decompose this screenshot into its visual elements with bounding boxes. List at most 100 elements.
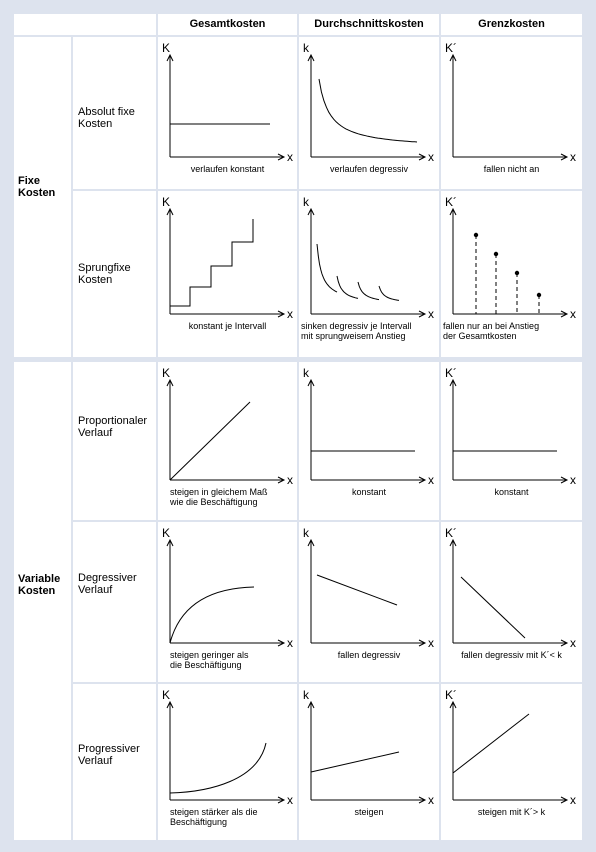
chart-cell-r3-c3 <box>441 362 582 520</box>
row-label-progressive: Progressiver Verlauf <box>78 743 140 767</box>
caption-line-2-r3-total: wie die Beschäftigung <box>170 497 258 507</box>
x-axis-arrow-r1-average <box>418 153 427 161</box>
row-label-cell-5 <box>73 684 156 840</box>
caption-line-1-r3-marginal: konstant <box>494 487 529 497</box>
caption-r5-average: steigen <box>299 807 439 817</box>
header-cell-2 <box>299 14 439 35</box>
row-label-progressive-line2: Verlauf <box>78 755 113 767</box>
x-axis-label-r4-total: x <box>287 636 293 650</box>
y-axis-label-r4-marginal: K´ <box>445 526 457 540</box>
x-axis-arrow-r3-total <box>277 476 286 484</box>
cost-curve-r4-total <box>169 586 255 644</box>
row-label-step-fixed-line2: Kosten <box>78 274 113 286</box>
caption-r2-average: sinken degressiv je Intervall mit sprungw… <box>301 321 412 341</box>
group-label-fixed-costs-line2: Kosten <box>18 187 56 199</box>
x-axis-label-r5-marginal: x <box>570 793 576 807</box>
y-axis-arrow-r4-average <box>307 538 315 547</box>
y-axis-label-r1-marginal: K´ <box>445 41 457 55</box>
caption-line-1-r3-total: steigen in gleichem Maß <box>170 487 268 497</box>
caption-line-1-r1-average: verlaufen degressiv <box>329 164 409 174</box>
y-axis-label-r2-marginal: K´ <box>445 195 457 209</box>
x-axis-arrow-r2-total <box>277 310 286 318</box>
x-axis-label-r3-marginal: x <box>570 473 576 487</box>
header-cell-1 <box>158 14 297 35</box>
caption-r1-marginal: fallen nicht an <box>441 164 582 174</box>
y-axis-label-r1-total: K <box>162 41 171 55</box>
x-axis-label-r1-average: x <box>428 150 434 164</box>
caption-line-1-r4-average: fallen degressiv <box>337 650 401 660</box>
chart-cell-r2-c3 <box>441 191 582 357</box>
x-axis-label-r3-average: x <box>428 473 434 487</box>
y-axis-label-r3-marginal: K´ <box>445 366 457 380</box>
caption-line-2-r2-average: mit sprungweisem Anstieg <box>301 331 406 341</box>
row-label-progressive-line1: Progressiver <box>78 743 140 755</box>
cost-curve-r2-total <box>170 219 254 307</box>
x-axis-arrow-r3-average <box>418 476 427 484</box>
y-axis-arrow-r2-average <box>307 207 315 216</box>
chart-cell-r3-c2 <box>299 362 439 520</box>
caption-line-1-r4-total: steigen geringer als <box>170 650 249 660</box>
x-axis-label-r2-average: x <box>428 307 434 321</box>
caption-r5-total: steigen stärker als die Beschäftigung <box>170 807 258 827</box>
y-axis-label-r4-total: K <box>162 526 171 540</box>
caption-r3-total: steigen in gleichem Maß wie die Beschäfti… <box>170 487 268 507</box>
y-axis-label-r1-average: k <box>303 41 309 55</box>
row-label-absolute-fixed-line2: Kosten <box>78 118 113 130</box>
row-label-absolute-fixed-line1: Absolut fixe <box>78 106 135 118</box>
caption-line-1-r5-total: steigen stärker als die <box>170 807 258 817</box>
row-label-cell-1 <box>73 37 156 189</box>
x-axis-arrow-r5-marginal <box>560 796 569 804</box>
x-axis-label-r1-marginal: x <box>570 150 576 164</box>
caption-line-2-r2-marginal: der Gesamtkosten <box>443 331 517 341</box>
y-axis-label-r3-total: K <box>162 366 171 380</box>
chart-cell-r1-c3 <box>441 37 582 189</box>
group-label-variable-costs-line1: Variable <box>18 573 61 585</box>
y-axis-label-r5-average: k <box>303 688 309 702</box>
y-axis-arrow-r1-average <box>307 53 315 62</box>
x-axis-arrow-r3-marginal <box>560 476 569 484</box>
jump-point-3 <box>514 270 520 276</box>
y-axis-label-r2-total: K <box>162 195 171 209</box>
y-axis-arrow-r5-average <box>307 700 315 709</box>
caption-r4-total: steigen geringer als die Beschäftigung <box>170 650 249 670</box>
x-axis-arrow-r5-total <box>277 796 286 804</box>
column-header-marginal-costs: Grenzkosten <box>478 18 545 30</box>
row-label-degressive: Degressiver Verlauf <box>78 572 137 596</box>
caption-line-1-r1-marginal: fallen nicht an <box>483 164 540 174</box>
x-axis-label-r4-average: x <box>428 636 434 650</box>
cost-curve-r5-average <box>310 751 400 773</box>
caption-r2-marginal: fallen nur an bei Anstieg der Gesamtkoste… <box>443 321 539 341</box>
caption-r1-average: verlaufen degressiv <box>299 164 439 174</box>
y-axis-arrow-r5-marginal <box>449 700 457 709</box>
y-axis-arrow-r3-total <box>166 378 174 387</box>
cost-curve-r4-average <box>316 574 398 606</box>
y-axis-arrow-r1-total <box>166 53 174 62</box>
x-axis-label-r4-marginal: x <box>570 636 576 650</box>
caption-line-1-r5-average: steigen <box>354 807 384 817</box>
x-axis-label-r2-total: x <box>287 307 293 321</box>
group-label-fixed-costs-line1: Fixe <box>18 175 41 187</box>
row-label-cell-2 <box>73 191 156 357</box>
group-label-variable-costs: Variable Kosten <box>18 573 60 597</box>
caption-line-2-r4-total: die Beschäftigung <box>170 660 242 670</box>
caption-r5-marginal: steigen mit K´> k <box>441 807 582 817</box>
x-axis-label-r2-marginal: x <box>570 307 576 321</box>
header-corner <box>14 14 156 35</box>
y-axis-label-r4-average: k <box>303 526 309 540</box>
x-axis-arrow-r1-marginal <box>560 153 569 161</box>
row-label-degressive-line1: Degressiver <box>78 572 137 584</box>
x-axis-label-r5-average: x <box>428 793 434 807</box>
cost-curve-r1-average <box>318 78 418 143</box>
group-cell-variable <box>14 362 71 840</box>
caption-r3-average: konstant <box>299 487 439 497</box>
group-label-fixed-costs: Fixe Kosten <box>18 175 55 199</box>
caption-line-1-r3-average: konstant <box>351 487 387 497</box>
row-label-degressive-line2: Verlauf <box>78 584 113 596</box>
caption-r1-total: verlaufen konstant <box>158 164 297 174</box>
y-axis-arrow-r3-average <box>307 378 315 387</box>
y-axis-label-r2-average: k <box>303 195 309 209</box>
y-axis-label-r5-total: K <box>162 688 171 702</box>
y-axis-arrow-r5-total <box>166 700 174 709</box>
